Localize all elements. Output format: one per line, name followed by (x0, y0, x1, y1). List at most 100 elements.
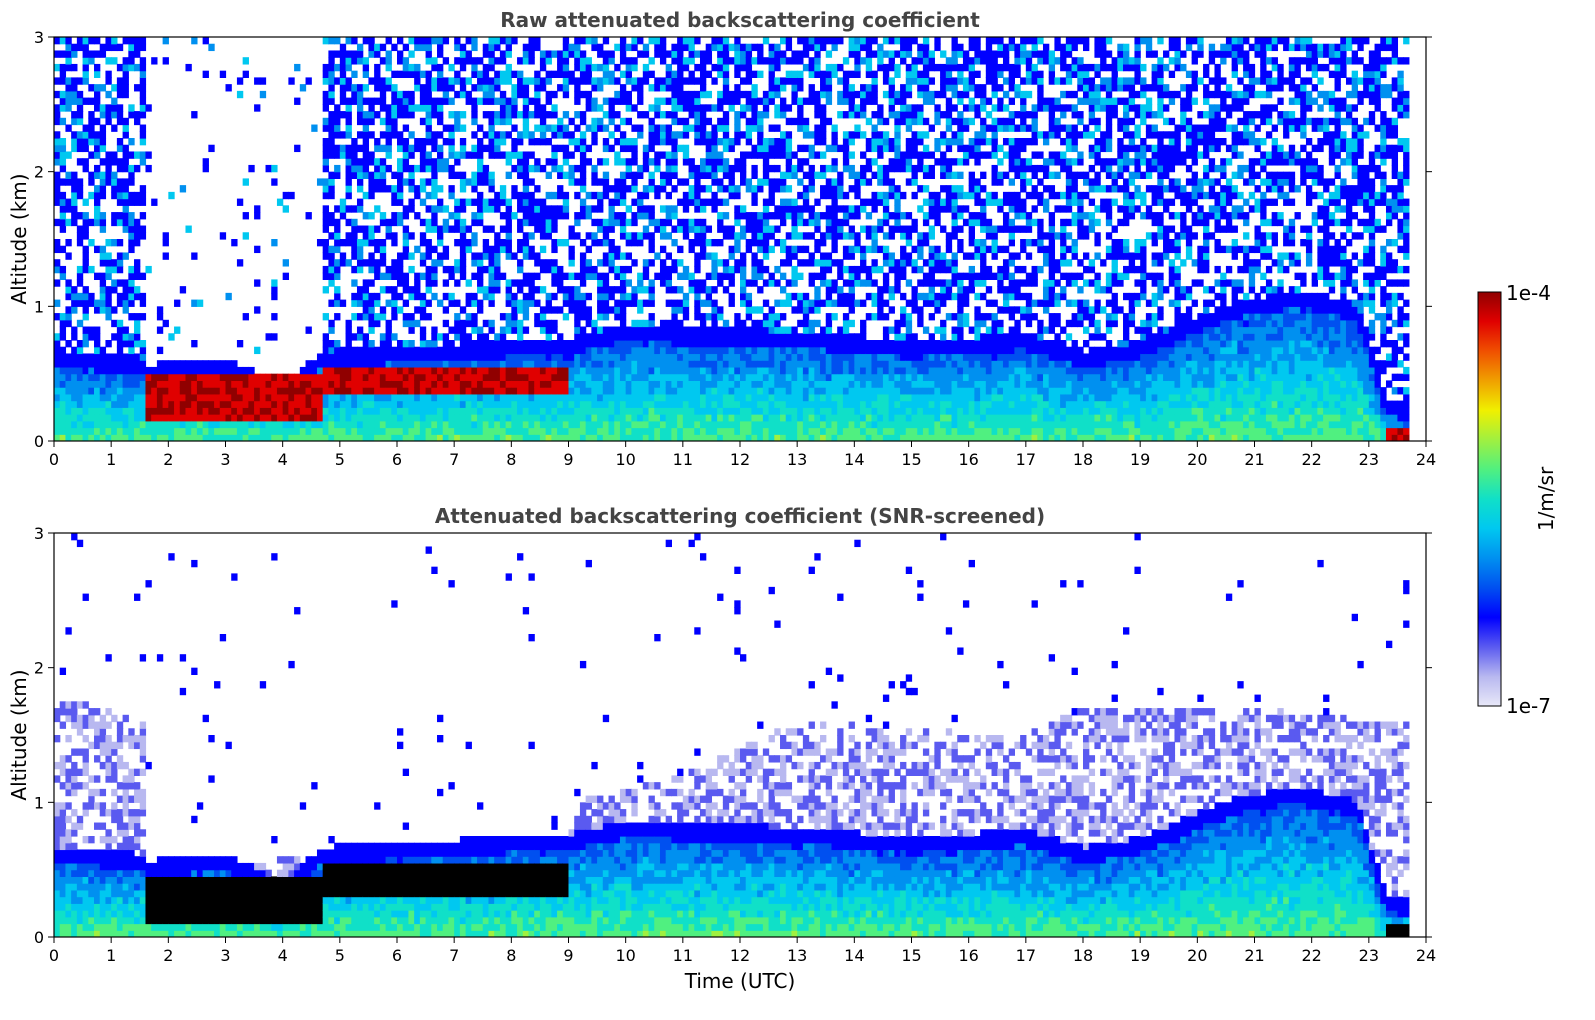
heatmap-cell (88, 353, 95, 361)
heatmap-cell (271, 292, 278, 301)
heatmap-cell (619, 414, 627, 422)
heatmap-cell (368, 50, 375, 58)
heatmap-cell (654, 37, 661, 45)
heatmap-cell (271, 286, 278, 294)
heatmap-column (94, 37, 101, 441)
heatmap-cell (225, 414, 232, 422)
heatmap-cell (505, 393, 512, 402)
heatmap-cell (139, 400, 147, 408)
heatmap-cell (379, 353, 387, 361)
heatmap-cell (402, 427, 410, 435)
heatmap-cell (631, 434, 638, 441)
heatmap-cell (488, 373, 495, 381)
heatmap-cell (139, 191, 147, 200)
heatmap-cell (705, 90, 713, 99)
heatmap-cell (294, 144, 301, 153)
heatmap-cell (448, 407, 455, 415)
heatmap-cell (488, 117, 495, 126)
heatmap-cell (202, 387, 209, 395)
heatmap-cell (54, 63, 61, 72)
heatmap-cell (648, 178, 655, 186)
heatmap-cell (534, 313, 541, 321)
heatmap-cell (825, 299, 833, 307)
heatmap-cell (454, 427, 461, 435)
heatmap-cell (122, 178, 129, 186)
heatmap-cell (597, 400, 604, 408)
heatmap-cell (459, 239, 467, 247)
heatmap-cell (551, 104, 558, 112)
heatmap-cell (299, 380, 307, 388)
heatmap-cell (105, 77, 112, 85)
heatmap-cell (814, 104, 821, 112)
heatmap-cell (722, 111, 730, 119)
heatmap-cell (111, 420, 118, 429)
heatmap-column (699, 50, 707, 441)
heatmap-cell (454, 43, 461, 52)
heatmap-cell (339, 90, 347, 99)
heatmap-cell (820, 117, 827, 126)
heatmap-cell (482, 205, 490, 213)
heatmap-cell (785, 212, 793, 220)
heatmap-cell (454, 400, 461, 408)
heatmap-cell (134, 225, 141, 233)
heatmap-cell (677, 144, 684, 153)
heatmap-cell (585, 77, 592, 85)
heatmap-cell (65, 205, 72, 213)
heatmap-cell (825, 90, 833, 99)
heatmap-cell (76, 104, 84, 112)
heatmap-cell (648, 171, 655, 179)
heatmap-cell (111, 185, 118, 193)
heatmap-cell (677, 218, 684, 227)
heatmap-cell (425, 158, 432, 166)
heatmap-cell (174, 387, 181, 395)
heatmap-cell (711, 191, 718, 200)
heatmap-cell (745, 427, 753, 435)
heatmap-column (322, 37, 329, 441)
heatmap-column (397, 37, 404, 441)
heatmap-cell (156, 414, 164, 422)
heatmap-cell (139, 151, 147, 159)
heatmap-cell (368, 77, 375, 85)
heatmap-cell (88, 299, 95, 307)
heatmap-cell (334, 245, 341, 254)
heatmap-cell (751, 420, 758, 429)
heatmap-cell (448, 63, 455, 72)
heatmap-cell (762, 232, 770, 240)
heatmap-cell (236, 387, 244, 395)
heatmap-cell (374, 313, 381, 321)
heatmap-cell (162, 252, 169, 260)
heatmap-cell (614, 178, 621, 186)
heatmap-cell (425, 178, 432, 186)
heatmap-cell (631, 77, 638, 85)
heatmap-cell (699, 225, 707, 233)
heatmap-column (151, 57, 158, 441)
heatmap-cell (517, 245, 524, 254)
heatmap-cell (597, 306, 604, 314)
heatmap-cell (122, 164, 129, 173)
heatmap-cell (780, 178, 787, 186)
heatmap-cell (562, 272, 570, 280)
heatmap-cell (654, 427, 661, 435)
heatmap-cell (791, 427, 798, 435)
heatmap-cell (185, 393, 192, 402)
heatmap-cell (517, 346, 524, 355)
heatmap-cell (311, 360, 318, 368)
heatmap-cell (488, 131, 495, 139)
heatmap-cell (191, 420, 198, 429)
heatmap-cell (368, 313, 375, 321)
heatmap-cell (288, 373, 295, 381)
heatmap-cell (797, 232, 804, 240)
heatmap-cell (442, 346, 450, 355)
heatmap-cell (642, 400, 650, 408)
heatmap-cell (574, 306, 581, 314)
heatmap-cell (299, 400, 307, 408)
heatmap-cell (751, 319, 758, 328)
heatmap-cell (379, 434, 387, 441)
heatmap-cell (202, 434, 209, 441)
heatmap-cell (820, 407, 827, 415)
heatmap-cell (448, 346, 455, 355)
heatmap-cell (820, 77, 827, 85)
heatmap-cell (356, 373, 364, 381)
heatmap-cell (820, 380, 827, 388)
heatmap-cell (511, 353, 518, 361)
